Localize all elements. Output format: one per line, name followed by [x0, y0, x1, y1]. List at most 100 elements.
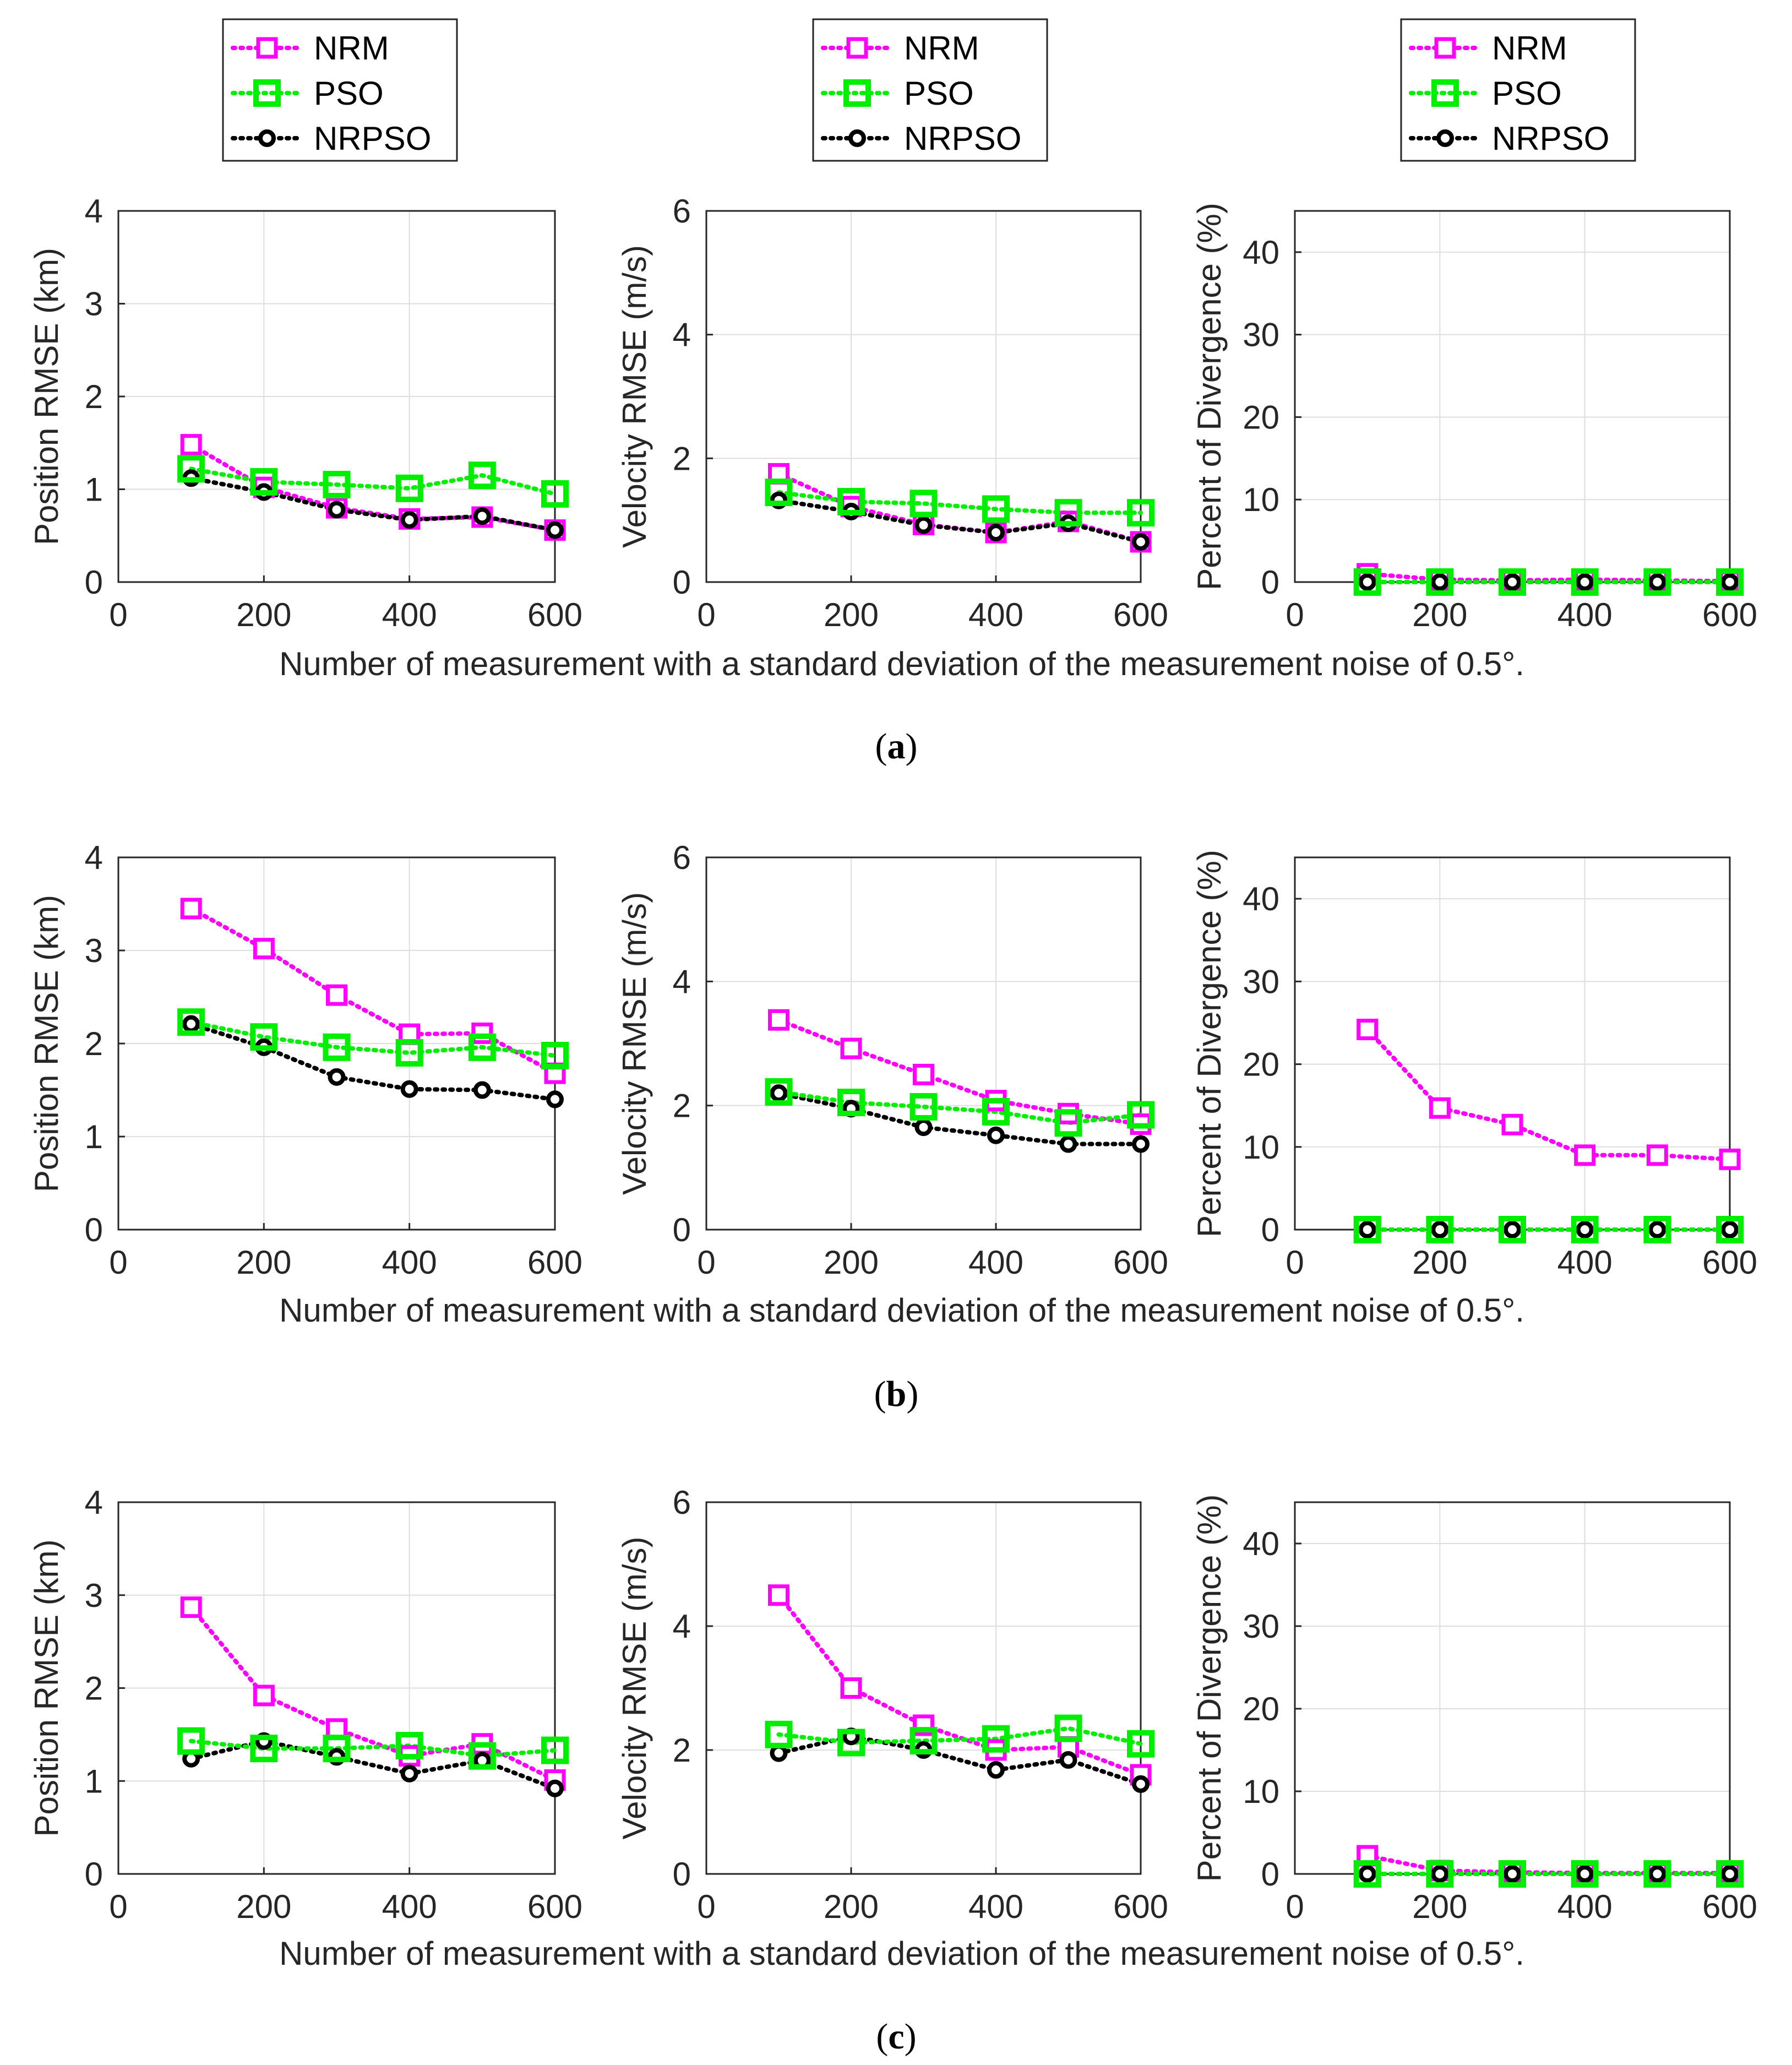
y-tick-label: 0	[1261, 564, 1279, 601]
legend-label: PSO	[1492, 75, 1562, 112]
nrpso-marker	[770, 1744, 788, 1762]
pso-marker	[323, 471, 351, 499]
series-markers-nrm	[1357, 1018, 1741, 1170]
legend-entry: NRM	[821, 30, 979, 67]
nrm-marker	[768, 1009, 789, 1031]
nrpso-marker	[1721, 573, 1739, 591]
nrpso-marker	[1504, 1221, 1521, 1238]
x-tick-label: 200	[824, 1244, 879, 1281]
series-nrm	[1365, 1027, 1732, 1162]
pso-marker	[1499, 1216, 1526, 1243]
x-tick-label: 0	[697, 1244, 715, 1281]
legend-box: NRM PSO NRPSO	[812, 18, 1048, 162]
nrpso-marker	[1358, 573, 1376, 591]
y-tick-label: 4	[85, 1484, 103, 1521]
y-tick-label: 0	[85, 1856, 103, 1893]
pso-marker	[1716, 568, 1744, 596]
nrpso-marker	[1504, 1865, 1521, 1883]
pso-marker	[1571, 568, 1599, 596]
chart: 0 200 400 600 0 1 2 3 4 Position RMSE (km)	[28, 193, 582, 633]
pso-marker	[177, 1727, 205, 1755]
x-tick-label: 400	[382, 596, 437, 633]
nrpso-marker	[400, 1764, 418, 1783]
pso-marker	[1353, 1216, 1381, 1243]
nrpso-marker	[1648, 1865, 1666, 1883]
y-axis-label: Position RMSE (km)	[28, 248, 65, 545]
y-tick-label: 30	[1243, 1608, 1279, 1645]
panel-label: (b)	[874, 1374, 919, 1414]
legend-entry: NRM	[231, 30, 389, 67]
y-tick-label: 0	[673, 1856, 691, 1893]
pso-marker	[1571, 1216, 1599, 1243]
nrpso-marker	[258, 129, 276, 147]
y-tick-label: 0	[1261, 1211, 1279, 1248]
series-line-nrm	[776, 1593, 1143, 1777]
x-axis-caption: Number of measurement with a standard de…	[279, 645, 1524, 682]
y-tick-label: 1	[85, 1118, 103, 1155]
nrpso-marker	[1576, 1221, 1594, 1238]
series-markers-nrpso	[182, 1015, 564, 1108]
nrm-marker	[326, 984, 347, 1006]
y-tick-label: 30	[1243, 317, 1279, 354]
pso-marker	[1353, 568, 1381, 596]
chart: 0 200 400 600 0 10 20 30 40 Percent of Divergence…	[1191, 203, 1757, 633]
x-tick-label: 0	[1286, 596, 1304, 633]
y-tick-label: 4	[85, 193, 103, 230]
x-tick-label: 0	[697, 1888, 715, 1925]
x-tick-label: 600	[1702, 1888, 1757, 1925]
pso-marker	[1054, 1109, 1082, 1137]
y-tick-label: 4	[673, 963, 691, 1000]
pso-marker	[1426, 568, 1454, 596]
y-axis-label: Velocity RMSE (m/s)	[616, 245, 653, 548]
pso-marker	[1426, 1860, 1454, 1888]
x-tick-label: 400	[382, 1244, 437, 1281]
x-tick-label: 200	[1412, 1888, 1467, 1925]
series-markers-nrpso	[1358, 1865, 1739, 1883]
x-tick-label: 400	[1557, 1244, 1613, 1281]
nrpso-marker	[987, 1761, 1005, 1779]
pso-marker	[1499, 1860, 1526, 1888]
x-tick-label: 200	[1412, 596, 1467, 633]
x-tick-label: 600	[1113, 1244, 1168, 1281]
y-tick-label: 0	[85, 564, 103, 601]
nrpso-marker	[1132, 1135, 1150, 1153]
pso-marker	[1643, 1216, 1671, 1243]
nrpso-marker	[1431, 573, 1449, 591]
y-tick-label: 2	[85, 378, 103, 415]
chart: 0 200 400 600 0 10 20 30 40 Percent of Divergence…	[1191, 850, 1757, 1281]
x-tick-label: 400	[1557, 1888, 1613, 1925]
pso-marker	[765, 479, 793, 507]
nrm-marker	[471, 1022, 493, 1044]
legend-entry: NRPSO	[1409, 120, 1609, 157]
pso-marker	[1054, 1714, 1082, 1742]
y-tick-label: 0	[1261, 1856, 1279, 1893]
nrpso-marker	[914, 516, 933, 534]
pso-marker	[541, 1736, 569, 1764]
pso-marker	[323, 1735, 351, 1763]
pso-marker	[1643, 1860, 1671, 1888]
x-tick-label: 200	[824, 1888, 879, 1925]
y-tick-label: 30	[1243, 963, 1279, 1000]
legend-entry: NRPSO	[231, 120, 431, 157]
pso-marker	[541, 1041, 569, 1069]
y-tick-label: 0	[673, 564, 691, 601]
pso-marker	[468, 1742, 496, 1770]
nrm-marker	[256, 37, 278, 59]
x-tick-label: 200	[236, 1888, 291, 1925]
series-markers-pso	[177, 455, 569, 508]
legend-label: NRPSO	[1492, 120, 1609, 157]
nrpso-marker	[328, 501, 346, 519]
nrm-marker	[1719, 1148, 1741, 1170]
pso-marker	[1499, 568, 1526, 596]
pso-marker	[1426, 1216, 1454, 1243]
legend-box: NRM PSO NRPSO	[1400, 18, 1636, 162]
nrm-marker	[1357, 1018, 1379, 1040]
y-tick-label: 20	[1243, 1046, 1279, 1083]
chart: 0 200 400 600 0 2 4 6 Velocity RMSE (m/s)	[616, 839, 1168, 1281]
legend-entry: PSO	[231, 75, 384, 112]
legend-label: PSO	[904, 75, 974, 112]
nrm-marker	[840, 1037, 862, 1059]
y-tick-label: 2	[85, 1670, 103, 1707]
y-tick-label: 0	[85, 1211, 103, 1248]
